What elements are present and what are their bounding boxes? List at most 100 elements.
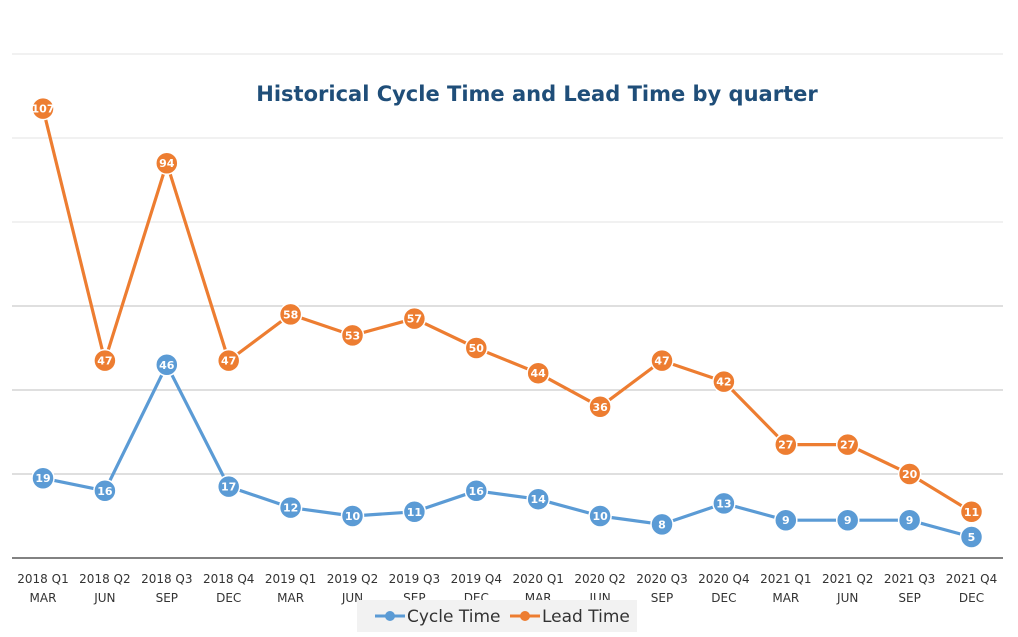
data-point xyxy=(402,500,427,524)
x-tick-sublabel: JUN xyxy=(836,591,858,605)
data-label: 10 xyxy=(592,510,608,523)
data-point xyxy=(835,508,860,532)
data-point xyxy=(588,504,612,528)
x-tick-label: 2018 Q4 xyxy=(203,572,254,586)
data-label: 27 xyxy=(778,439,793,452)
data-point xyxy=(650,348,674,373)
data-label: 11 xyxy=(407,506,422,519)
legend: Cycle Time Lead Time xyxy=(357,600,637,632)
data-label: 8 xyxy=(658,518,666,531)
series-cycle-time: 19 16 46 17 12 10 11 16 14 10 8 13 9 9 9 5 xyxy=(31,353,984,549)
data-point xyxy=(93,348,117,373)
data-label: 16 xyxy=(469,485,485,498)
data-point xyxy=(650,512,674,537)
data-label: 107 xyxy=(32,103,55,116)
x-tick-label: 2019 Q2 xyxy=(327,572,378,586)
x-tick-label: 2018 Q2 xyxy=(79,572,130,586)
x-tick-label: 2021 Q3 xyxy=(884,572,935,586)
x-axis: 2018 Q1 MAR 2018 Q2 JUN 2018 Q3 SEP 2018 Q4 DEC… xyxy=(17,572,997,605)
data-label: 53 xyxy=(345,329,360,342)
x-tick-label: 2020 Q2 xyxy=(574,572,625,586)
data-label: 11 xyxy=(964,506,979,519)
x-tick-label: 2019 Q3 xyxy=(389,572,440,586)
data-label: 9 xyxy=(906,514,914,527)
data-point xyxy=(31,466,55,490)
data-label: 17 xyxy=(221,481,236,494)
data-point xyxy=(959,525,984,549)
legend-swatch-marker xyxy=(520,611,530,621)
data-label: 57 xyxy=(407,313,422,326)
data-point xyxy=(897,508,922,532)
data-point xyxy=(93,479,117,503)
data-point xyxy=(959,500,984,524)
series: 19 16 46 17 12 10 11 16 14 10 8 13 9 9 9 5 107 47 94 47 58 53… xyxy=(31,96,984,549)
data-label: 50 xyxy=(469,342,485,355)
data-label: 14 xyxy=(531,493,547,506)
data-point xyxy=(216,348,241,373)
x-tick-sublabel: DEC xyxy=(711,591,736,605)
data-label: 46 xyxy=(159,359,175,372)
data-label: 44 xyxy=(531,367,547,380)
data-point xyxy=(402,306,427,331)
data-label: 5 xyxy=(968,531,976,544)
data-point xyxy=(712,491,736,516)
x-tick-label: 2018 Q1 xyxy=(17,572,68,586)
data-point xyxy=(216,474,241,499)
series-lead-time: 107 47 94 47 58 53 57 50 44 36 47 42 27 27 20 11 xyxy=(31,96,984,524)
x-tick-label: 2020 Q1 xyxy=(512,572,563,586)
series-line xyxy=(42,363,972,539)
data-point xyxy=(340,504,365,528)
data-label: 47 xyxy=(97,355,112,368)
x-tick-sublabel: MAR xyxy=(277,591,304,605)
x-tick-label: 2018 Q3 xyxy=(141,572,192,586)
data-point xyxy=(278,302,303,327)
data-point xyxy=(340,323,365,348)
x-tick-sublabel: SEP xyxy=(651,591,673,605)
data-point xyxy=(835,432,860,457)
data-label: 42 xyxy=(716,376,731,389)
data-point xyxy=(31,96,55,121)
data-label: 47 xyxy=(221,355,236,368)
x-tick-label: 2020 Q4 xyxy=(698,572,749,586)
data-label: 9 xyxy=(844,514,852,527)
series-line xyxy=(41,108,973,514)
legend-entry: Cycle Time xyxy=(407,607,500,627)
data-label: 94 xyxy=(159,157,175,170)
x-tick-label: 2021 Q1 xyxy=(760,572,811,586)
x-tick-sublabel: JUN xyxy=(93,591,115,605)
data-label: 12 xyxy=(283,502,298,515)
x-tick-sublabel: MAR xyxy=(772,591,799,605)
data-label: 19 xyxy=(35,472,50,485)
data-point xyxy=(774,508,798,532)
data-point xyxy=(464,336,489,360)
data-point xyxy=(588,395,612,419)
legend-swatch-marker xyxy=(385,611,395,621)
data-point xyxy=(155,151,179,175)
data-point xyxy=(712,369,736,394)
data-label: 13 xyxy=(716,497,731,510)
x-tick-sublabel: DEC xyxy=(216,591,241,605)
data-point xyxy=(278,495,303,520)
x-tick-sublabel: SEP xyxy=(898,591,920,605)
data-label: 36 xyxy=(592,401,608,414)
x-tick-sublabel: DEC xyxy=(959,591,984,605)
data-point xyxy=(464,479,489,503)
data-point xyxy=(155,353,179,377)
chart-title: Historical Cycle Time and Lead Time by q… xyxy=(256,82,818,106)
x-tick-label: 2019 Q1 xyxy=(265,572,316,586)
data-label: 16 xyxy=(97,485,113,498)
legend-entry: Lead Time xyxy=(542,607,630,627)
data-label: 9 xyxy=(782,514,790,527)
x-tick-sublabel: SEP xyxy=(156,591,178,605)
data-label: 47 xyxy=(654,355,669,368)
x-tick-label: 2021 Q4 xyxy=(946,572,997,586)
gridlines xyxy=(12,53,1003,559)
x-tick-label: 2020 Q3 xyxy=(636,572,687,586)
data-label: 58 xyxy=(283,308,298,321)
x-tick-sublabel: MAR xyxy=(30,591,57,605)
data-label: 10 xyxy=(345,510,361,523)
x-tick-label: 2021 Q2 xyxy=(822,572,873,586)
data-point xyxy=(526,487,550,511)
data-label: 27 xyxy=(840,439,855,452)
